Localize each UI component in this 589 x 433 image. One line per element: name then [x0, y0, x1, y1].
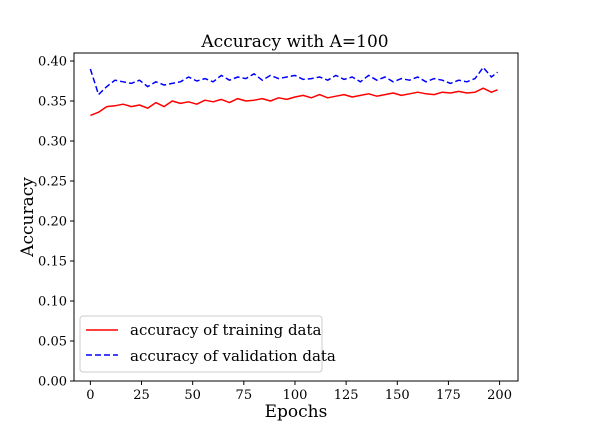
x-tick-label: 25	[133, 388, 150, 403]
chart-title: Accuracy with A=100	[200, 32, 388, 52]
x-tick-label: 150	[385, 388, 410, 403]
x-tick-label: 100	[283, 388, 308, 403]
y-tick-label: 0.10	[38, 295, 67, 310]
y-tick-label: 0.20	[38, 215, 67, 230]
y-axis-ticks: 0.00 0.05 0.10 0.15 0.20 0.25 0.30 0.35 0.40	[38, 55, 74, 390]
y-tick-label: 0.35	[38, 95, 67, 110]
x-tick-label: 50	[184, 388, 201, 403]
x-axis-ticks: 0 25 50 75 100 125 150 175 200	[86, 381, 512, 403]
x-tick-label: 200	[487, 388, 512, 403]
legend-label-training: accuracy of training data	[130, 321, 322, 339]
legend-label-validation: accuracy of validation data	[130, 347, 336, 365]
legend: accuracy of training data accuracy of va…	[79, 315, 336, 373]
y-tick-label: 0.25	[38, 175, 67, 190]
x-axis-label: Epochs	[265, 402, 328, 422]
series-line-training	[90, 87, 498, 117]
y-tick-label: 0.15	[38, 255, 67, 270]
legend-box	[79, 315, 323, 373]
y-tick-label: 0.05	[38, 335, 67, 350]
x-tick-label: 75	[236, 388, 253, 403]
y-axis-label: Accuracy	[18, 177, 38, 258]
x-tick-label: 125	[334, 388, 359, 403]
x-tick-label: 175	[436, 388, 461, 403]
y-tick-label: 0.40	[38, 55, 67, 70]
series-layer	[89, 66, 499, 117]
y-tick-label: 0.30	[38, 135, 67, 150]
y-tick-label: 0.00	[38, 375, 67, 390]
series-line-validation	[89, 66, 499, 96]
x-tick-label: 0	[86, 388, 94, 403]
